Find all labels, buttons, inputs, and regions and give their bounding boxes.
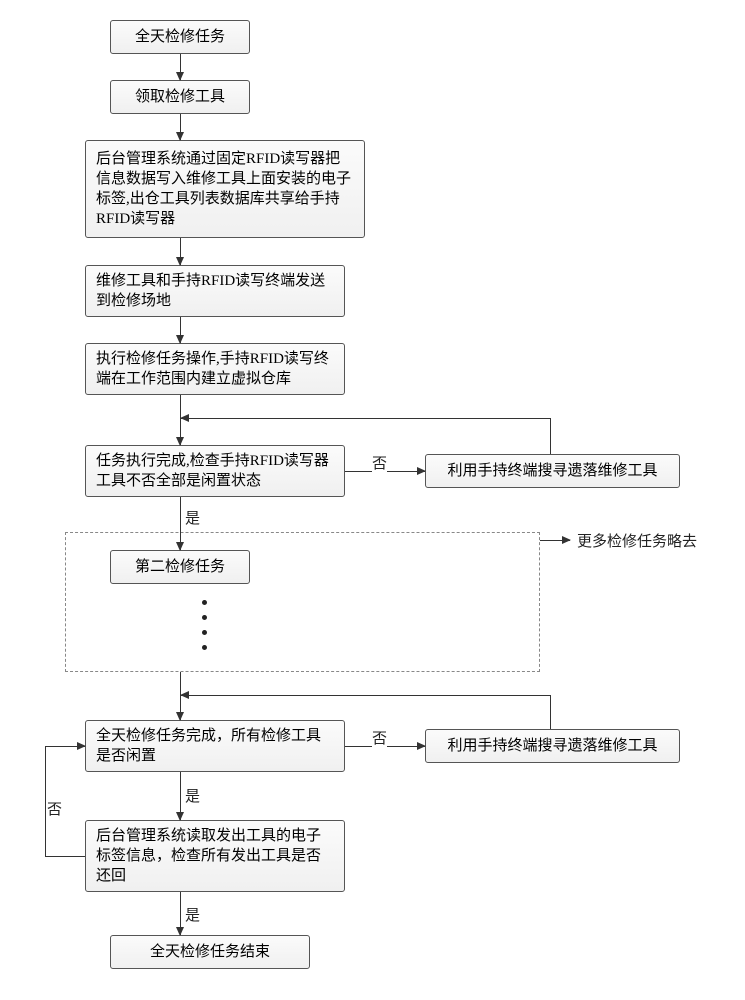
edge [180,114,181,140]
ellipsis-dots [200,600,208,650]
node-label: 领取检修工具 [135,87,225,107]
node-search-lost-1: 利用手持终端搜寻遗落维修工具 [425,454,680,488]
node-label: 全天检修任务完成，所有检修工具是否闲置 [96,726,334,767]
edge [180,54,181,80]
label-yes: 是 [185,785,200,806]
node-all-done-idle: 全天检修任务完成，所有检修工具是否闲置 [85,720,345,772]
node-check-idle: 任务执行完成,检查手持RFID读写器工具不否全部是闲置状态 [85,445,345,497]
node-label: 第二检修任务 [135,557,225,577]
edge [180,497,181,550]
edge [45,746,85,747]
node-label: 执行检修任务操作,手持RFID读写终端在工作范围内建立虚拟仓库 [96,349,334,390]
edge [180,772,181,820]
node-label: 利用手持终端搜寻遗落维修工具 [447,736,657,756]
node-label: 利用手持终端搜寻遗落维修工具 [447,461,657,481]
edge [181,418,551,419]
label-yes: 是 [185,507,200,528]
edge [180,238,181,265]
edge [540,540,570,541]
node-all-day-task: 全天检修任务 [110,20,250,54]
node-label: 全天检修任务 [135,27,225,47]
edge [45,856,85,857]
label-yes: 是 [185,904,200,925]
node-exec-task-build-vwh: 执行检修任务操作,手持RFID读写终端在工作范围内建立虚拟仓库 [85,343,345,395]
node-label: 后台管理系统通过固定RFID读写器把信息数据写入维修工具上面安装的电子标签,出仓… [96,149,354,230]
node-second-task: 第二检修任务 [110,550,250,584]
edge [550,418,551,454]
label-no: 否 [372,727,387,748]
node-get-tools: 领取检修工具 [110,80,250,114]
flowchart-canvas: 全天检修任务 领取检修工具 后台管理系统通过固定RFID读写器把信息数据写入维修… [25,20,720,980]
node-backend-verify-return: 后台管理系统读取发出工具的电子标签信息，检查所有发出工具是否还回 [85,820,345,892]
edge [181,695,551,696]
edge [550,695,551,729]
label-no: 否 [47,798,62,819]
label-no: 否 [372,452,387,473]
node-label: 全天检修任务结束 [150,942,270,962]
edge [180,892,181,935]
node-send-to-site: 维修工具和手持RFID读写终端发送到检修场地 [85,265,345,317]
node-label: 任务执行完成,检查手持RFID读写器工具不否全部是闲置状态 [96,451,334,492]
edge [45,746,46,856]
edge [180,317,181,343]
node-backend-write-rfid: 后台管理系统通过固定RFID读写器把信息数据写入维修工具上面安装的电子标签,出仓… [85,140,365,238]
node-label: 后台管理系统读取发出工具的电子标签信息，检查所有发出工具是否还回 [96,826,334,887]
node-search-lost-2: 利用手持终端搜寻遗落维修工具 [425,729,680,763]
label-more: 更多检修任务略去 [577,530,697,551]
node-end: 全天检修任务结束 [110,935,310,969]
node-label: 维修工具和手持RFID读写终端发送到检修场地 [96,271,334,312]
